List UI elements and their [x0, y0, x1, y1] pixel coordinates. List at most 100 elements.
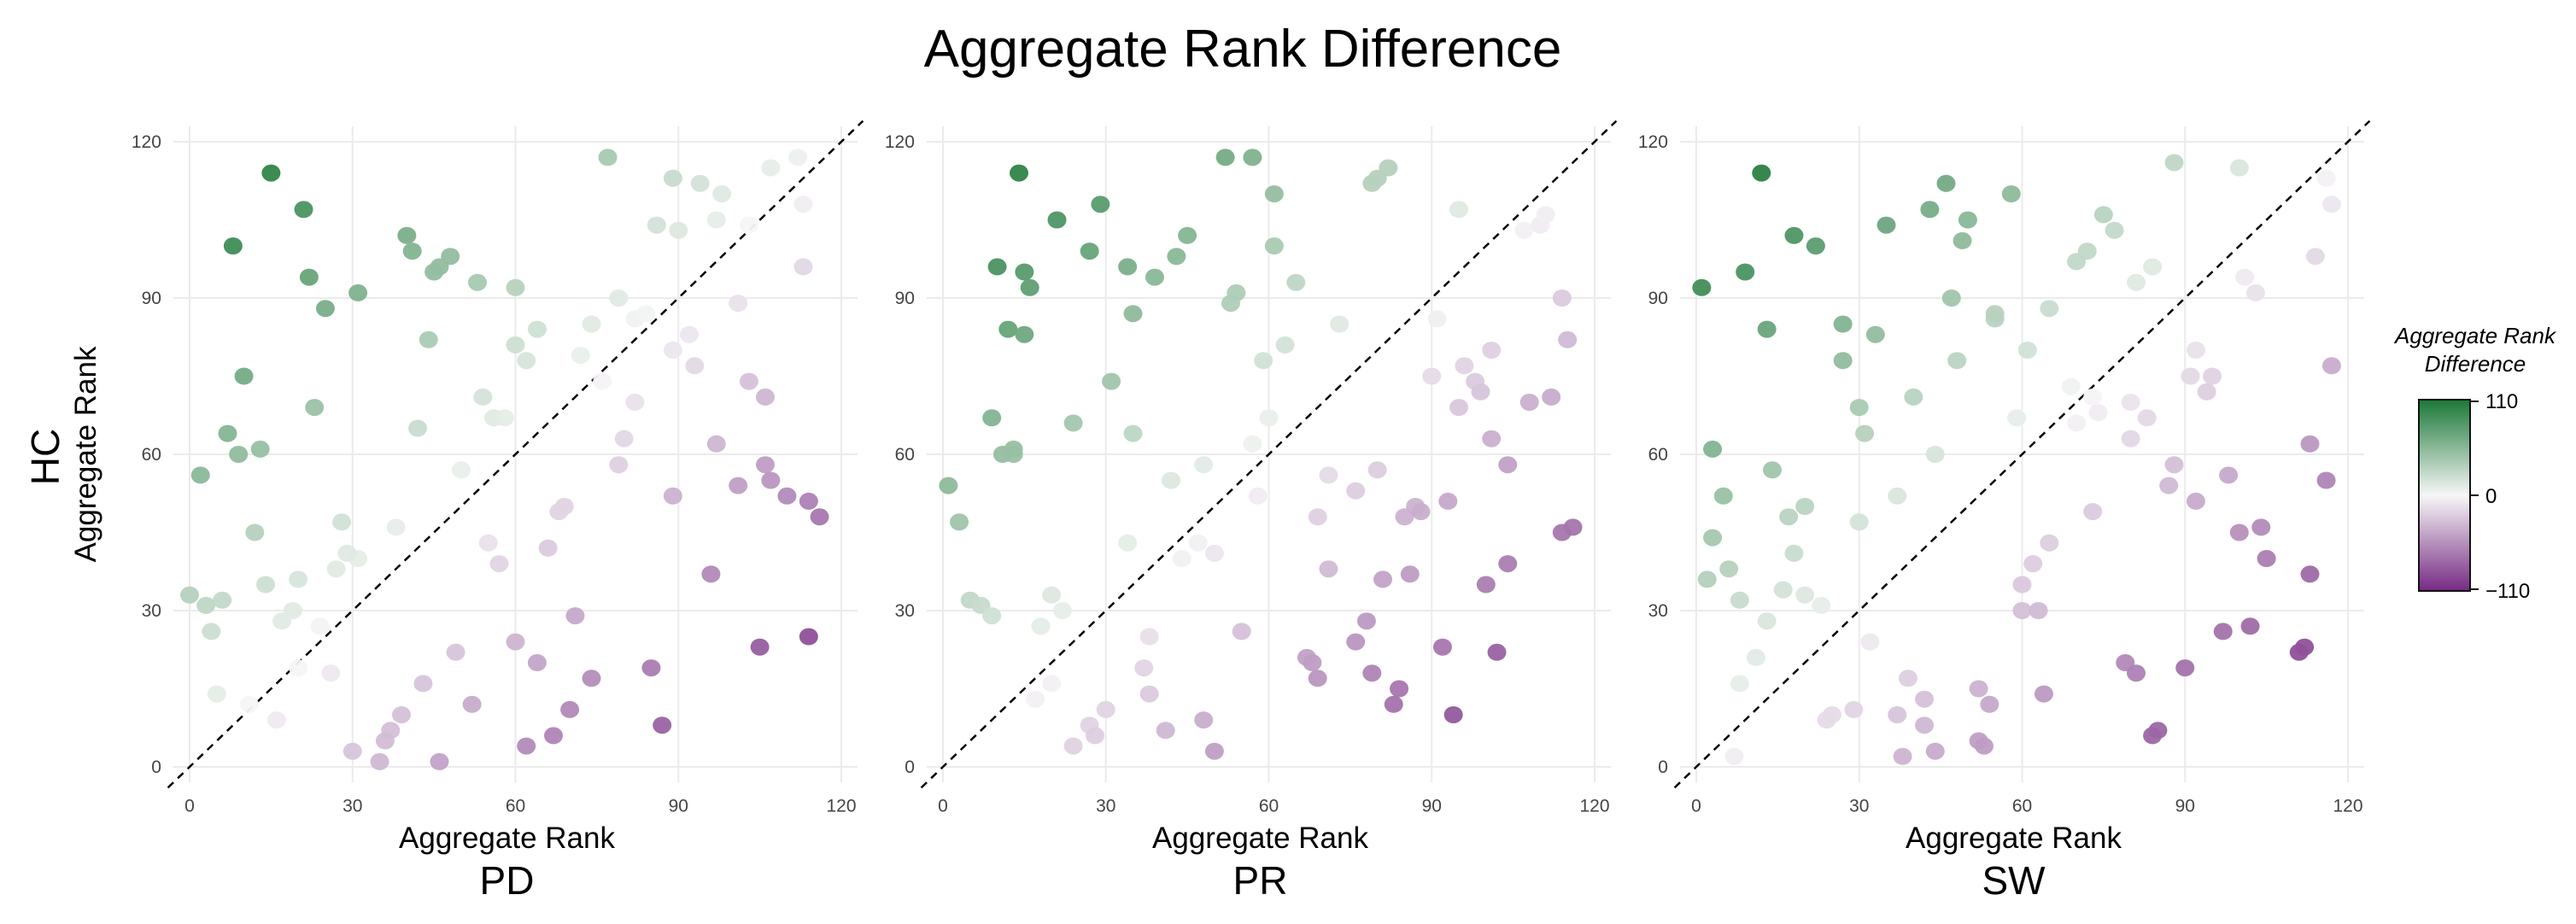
y-tick-label: 120 — [132, 132, 161, 152]
data-point — [2203, 367, 2222, 385]
data-point — [739, 216, 758, 234]
data-point — [1264, 237, 1284, 254]
data-point — [1086, 727, 1105, 745]
data-point — [544, 727, 564, 745]
data-point — [1713, 487, 1733, 505]
data-point — [1558, 330, 1578, 348]
data-point — [685, 357, 705, 375]
data-point — [1849, 399, 1869, 417]
data-point — [202, 623, 221, 640]
data-point — [2295, 638, 2315, 656]
data-point — [1080, 243, 1099, 260]
data-point — [1898, 670, 1917, 687]
data-point — [250, 440, 270, 458]
data-point — [1010, 164, 1029, 182]
x-tick-label: 30 — [1096, 796, 1115, 816]
data-point — [1498, 555, 1518, 573]
data-point — [2023, 555, 2043, 573]
data-point — [1286, 273, 1306, 291]
panel-label: PR — [1233, 858, 1288, 903]
data-point — [1703, 529, 1723, 547]
data-point — [1925, 742, 1945, 760]
data-point — [663, 169, 682, 187]
data-point — [1476, 576, 1496, 594]
data-point — [1139, 628, 1159, 646]
data-point — [1204, 742, 1224, 760]
data-point — [1697, 570, 1717, 588]
data-point — [663, 487, 682, 505]
data-point — [2316, 169, 2336, 187]
data-point — [1860, 633, 1880, 651]
data-point — [1471, 383, 1490, 401]
data-point — [2219, 466, 2239, 484]
data-point — [413, 675, 433, 693]
data-point — [614, 430, 634, 447]
data-point — [2143, 258, 2163, 276]
data-point — [2229, 523, 2249, 541]
data-point — [1795, 586, 1815, 604]
data-point — [1784, 544, 1804, 562]
data-point — [2159, 477, 2179, 494]
data-point — [1904, 388, 1923, 406]
data-point — [2007, 409, 2027, 427]
data-point — [549, 503, 569, 521]
data-point — [1746, 648, 1765, 666]
x-tick-label: 120 — [2333, 796, 2362, 816]
data-point — [1855, 424, 1875, 442]
data-point — [1536, 206, 1555, 224]
data-point — [1020, 278, 1039, 296]
data-point — [2251, 518, 2271, 536]
data-point — [462, 695, 482, 713]
data-point — [1422, 367, 1442, 385]
data-point — [1563, 518, 1583, 536]
data-point — [1330, 315, 1349, 333]
data-point — [506, 336, 525, 354]
data-point — [2083, 503, 2103, 521]
data-point — [2229, 159, 2249, 177]
data-point — [1958, 211, 1977, 229]
diagonal-reference-line — [1673, 120, 2371, 789]
data-point — [1264, 185, 1284, 202]
data-point — [1156, 722, 1175, 740]
data-point — [1795, 498, 1815, 515]
data-point — [1985, 305, 2005, 323]
data-point — [430, 752, 449, 770]
data-point — [1915, 690, 1935, 708]
data-point — [690, 174, 710, 192]
data-point — [1118, 258, 1138, 276]
legend-label-mid: 0 — [2485, 485, 2497, 508]
data-point — [2240, 617, 2260, 635]
data-point — [451, 461, 471, 479]
data-point — [2083, 388, 2103, 406]
data-point — [1888, 706, 1907, 723]
data-point — [1194, 711, 1214, 729]
data-point — [190, 466, 210, 484]
data-point — [788, 149, 808, 167]
data-point — [1980, 695, 1999, 713]
data-point — [527, 654, 547, 671]
data-point — [1102, 372, 1121, 390]
data-point — [982, 409, 1002, 427]
data-point — [1346, 482, 1366, 500]
data-point — [1308, 508, 1327, 526]
panel-label: PD — [480, 858, 535, 903]
data-point — [527, 320, 547, 338]
x-tick-label: 120 — [826, 796, 856, 816]
data-point — [1091, 196, 1110, 213]
data-point — [1215, 149, 1235, 167]
x-tick-label: 0 — [938, 796, 948, 816]
data-point — [2137, 409, 2157, 427]
data-point — [1920, 201, 1940, 219]
data-point — [2213, 623, 2233, 640]
legend-color-bar — [2418, 399, 2471, 592]
panel-label: SW — [1982, 858, 2046, 903]
data-point — [1004, 440, 1023, 458]
data-point — [2127, 273, 2146, 291]
data-point — [2040, 534, 2059, 552]
data-point — [2127, 664, 2146, 682]
data-point — [1232, 623, 1251, 640]
data-point — [998, 320, 1018, 338]
data-point — [294, 201, 313, 219]
data-point — [1362, 664, 1382, 682]
data-point — [1736, 263, 1755, 281]
